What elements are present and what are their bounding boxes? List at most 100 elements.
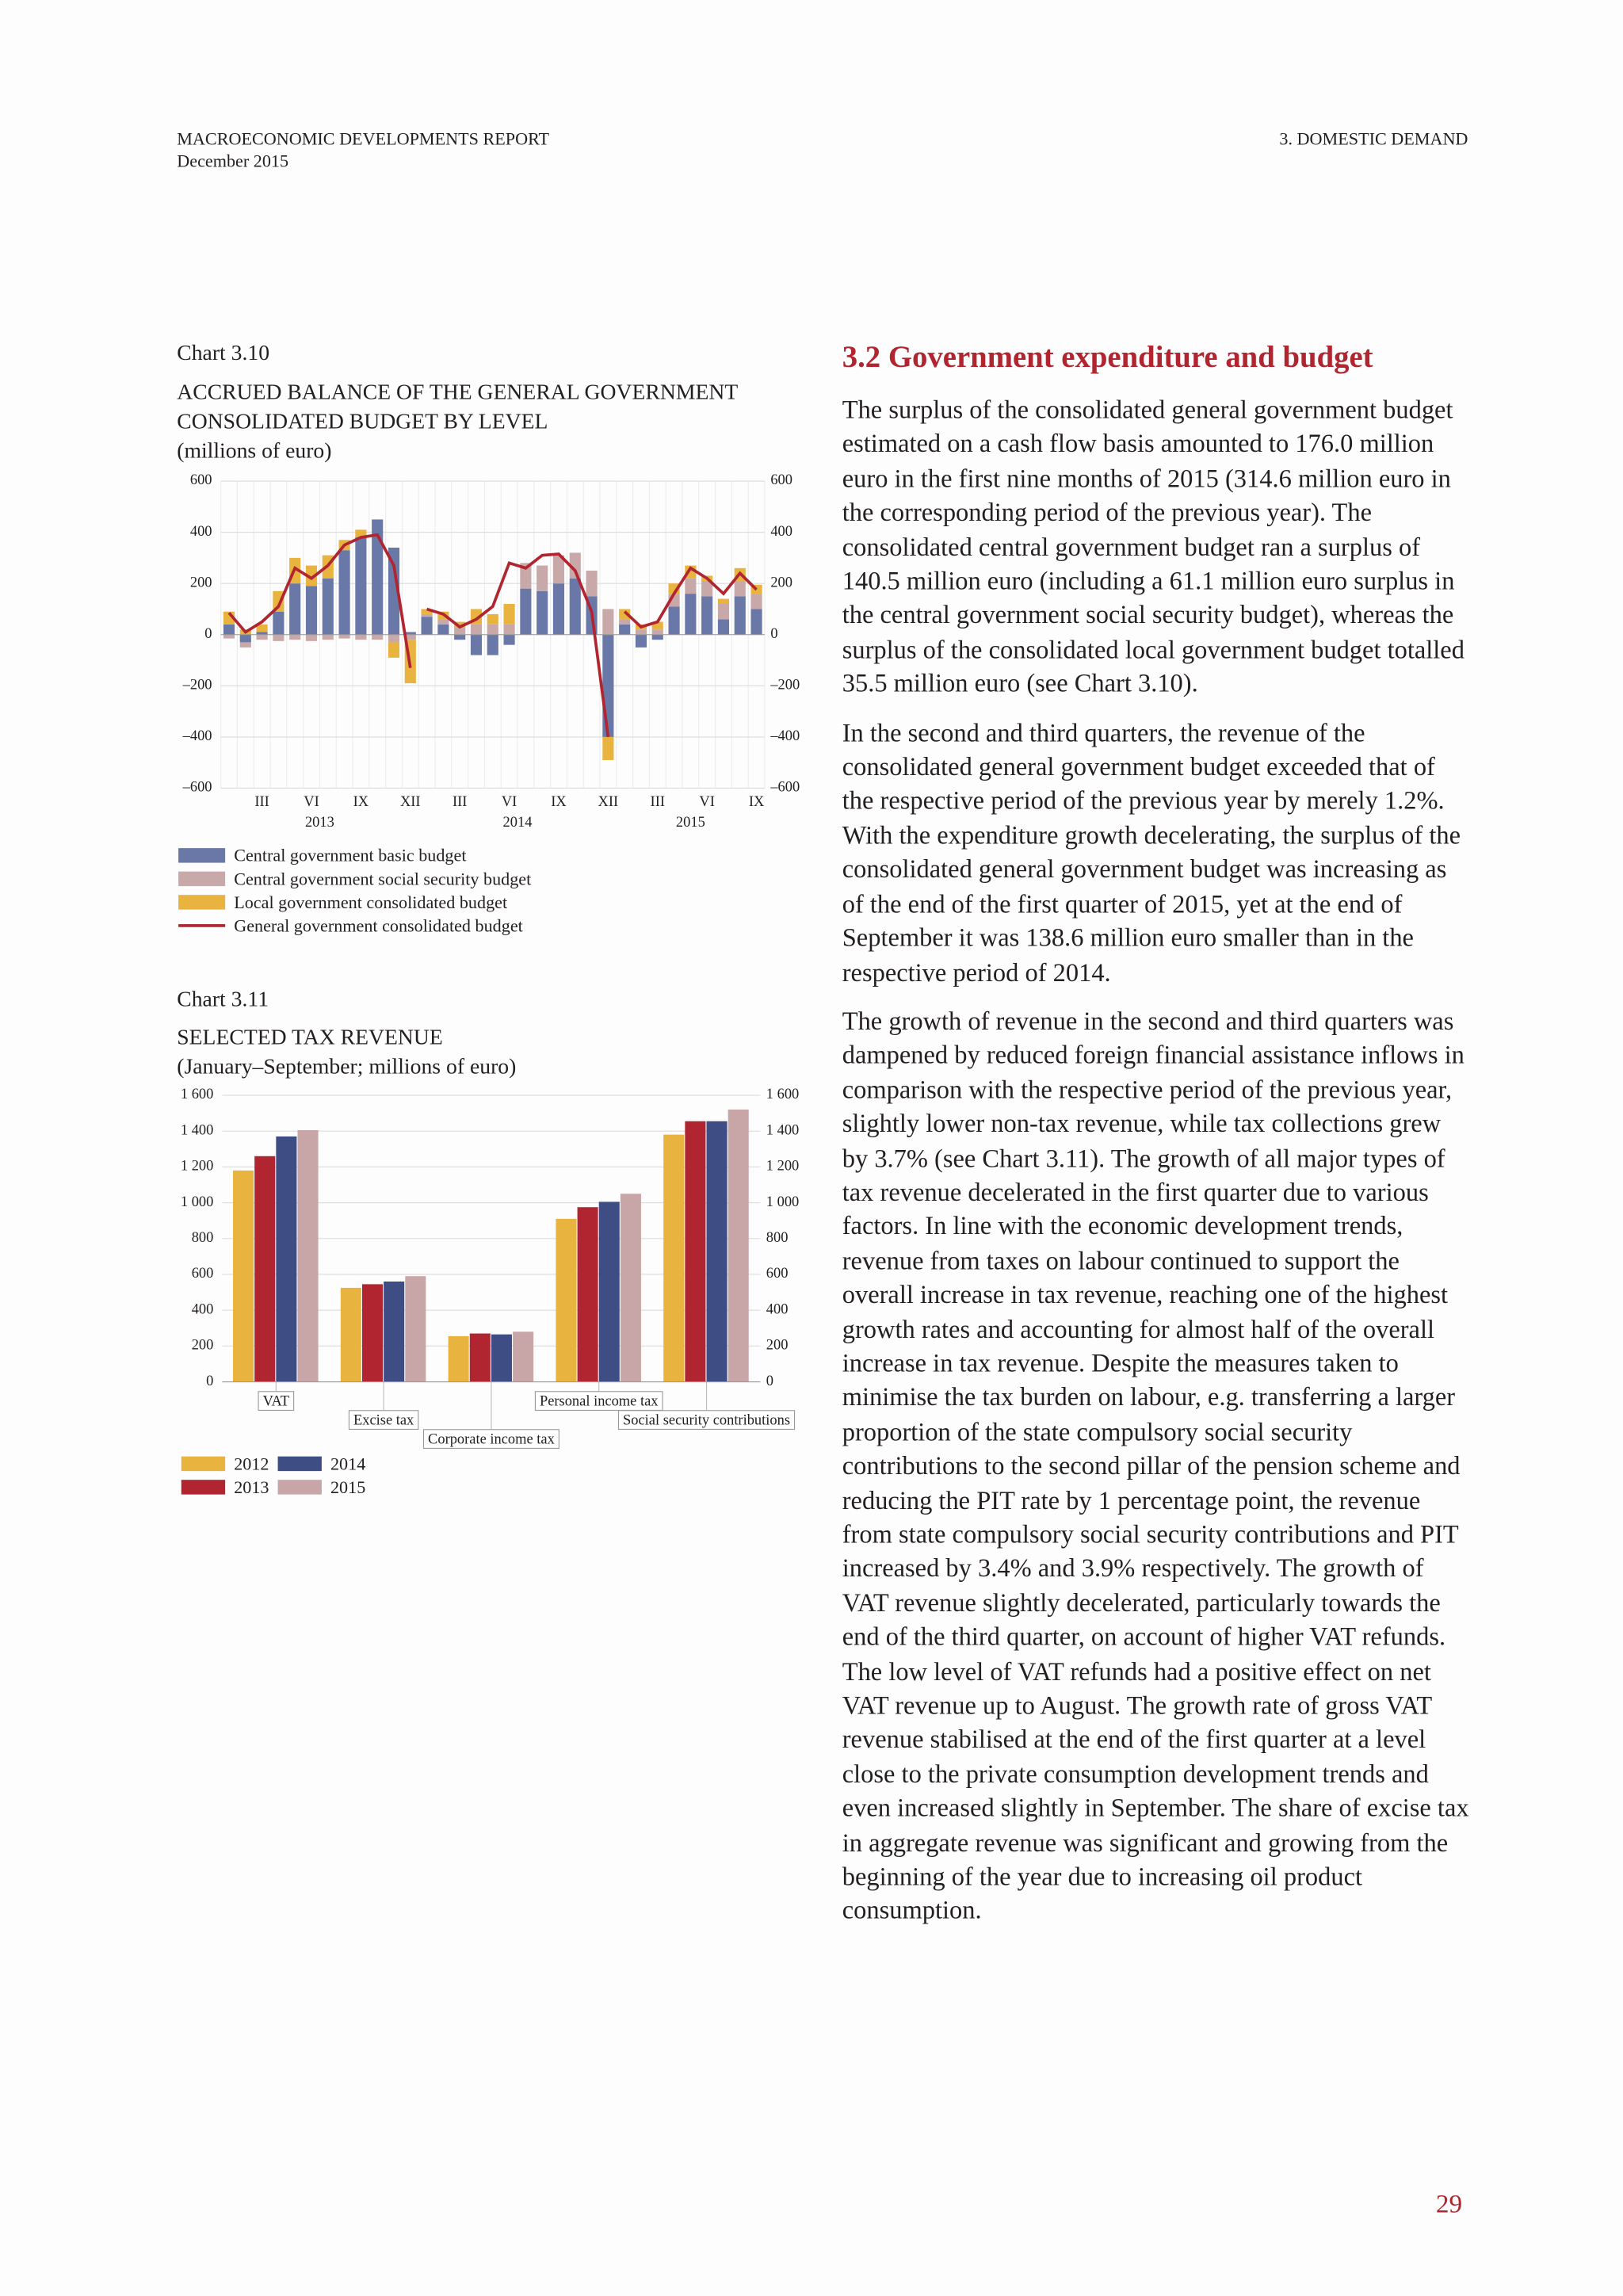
legend-item: 2012 <box>181 1452 269 1476</box>
bar <box>469 1333 491 1382</box>
year-label: 2015 <box>676 814 705 830</box>
bar-segment <box>586 571 598 597</box>
y2-tick-label: 0 <box>766 1373 773 1389</box>
bar-segment <box>372 634 384 640</box>
x-tick-label: Excise tax <box>353 1412 414 1428</box>
bar-segment <box>487 624 498 635</box>
y-tick-label: 600 <box>190 472 212 487</box>
bar-segment <box>322 634 334 640</box>
legend-swatch <box>178 895 226 910</box>
bar-segment <box>619 624 631 635</box>
y2-tick-label: –400 <box>769 728 800 743</box>
y-tick-label: 1 600 <box>181 1086 213 1102</box>
bar <box>297 1130 319 1382</box>
bar-segment <box>717 604 730 620</box>
x-tick-label: III <box>651 793 665 809</box>
bar-segment <box>651 621 663 630</box>
chart-title: ACCRUED BALANCE OF THE GENERAL GOVERNMEN… <box>177 379 738 467</box>
legend-label: 2014 <box>330 1453 366 1474</box>
y-tick-label: 400 <box>190 523 212 539</box>
bar-segment <box>734 580 746 597</box>
bar-segment <box>454 634 466 640</box>
bar-segment <box>717 619 730 635</box>
legend-item: Central government basic budget <box>178 844 531 868</box>
bar-segment <box>701 596 713 635</box>
y-tick-label: 1 400 <box>181 1121 213 1137</box>
bar-segment <box>602 609 614 635</box>
bar-segment <box>388 642 400 658</box>
line-series <box>623 566 758 629</box>
bar-segment <box>668 606 680 635</box>
bar-segment <box>388 547 400 635</box>
line-series <box>426 552 610 738</box>
x-tick-label: IX <box>353 793 369 809</box>
bar-segment <box>289 583 301 635</box>
legend-item: 2015 <box>277 1476 366 1499</box>
bar-segment <box>421 617 433 635</box>
bar <box>254 1156 276 1382</box>
y2-tick-label: 600 <box>770 472 792 487</box>
x-tick-label: Personal income tax <box>540 1393 659 1409</box>
bar-segment <box>273 590 285 612</box>
y-tick-label: –600 <box>182 779 212 795</box>
legend-swatch <box>277 1456 322 1472</box>
bar-segment <box>470 634 483 655</box>
bar <box>276 1136 297 1382</box>
paragraph: In the second and third quarters, the re… <box>842 717 1461 987</box>
label-box <box>617 1410 796 1431</box>
bar-segment <box>503 604 515 625</box>
bar-segment <box>701 580 713 597</box>
bar-segment <box>223 624 235 635</box>
x-tick-label: IX <box>749 793 764 809</box>
y-tick-label: 400 <box>192 1301 214 1316</box>
bar <box>727 1110 749 1382</box>
bar-segment <box>569 578 581 635</box>
bar-segment <box>239 634 251 643</box>
bar-segment <box>273 611 285 635</box>
bar-segment <box>619 609 631 620</box>
legend-item: Local government consolidated budget <box>178 891 531 915</box>
bar-segment <box>223 634 235 639</box>
bar-segment <box>734 596 746 635</box>
legend-label: 2013 <box>234 1477 269 1498</box>
legend-swatch <box>181 1456 226 1472</box>
y-tick-label: 600 <box>192 1265 214 1281</box>
text-column: 3.2 Government expenditure and budget Th… <box>842 339 1471 1943</box>
y-tick-label: 200 <box>192 1337 214 1353</box>
bar-segment <box>338 550 350 635</box>
bar-segment <box>256 634 268 640</box>
legend-label: 2015 <box>330 1477 366 1498</box>
bar <box>384 1281 405 1382</box>
bar-segment <box>437 619 449 625</box>
bar-segment <box>685 578 697 594</box>
bar-segment <box>750 594 762 609</box>
y2-tick-label: 800 <box>766 1229 789 1245</box>
x-tick-label: Corporate income tax <box>428 1431 555 1447</box>
bar-segment <box>651 629 663 635</box>
paragraph: The surplus of the consolidated general … <box>842 395 1465 698</box>
bar-segment <box>537 590 548 635</box>
bar-segment <box>322 578 334 635</box>
x-tick-label: III <box>453 793 467 809</box>
x-tick-label: VAT <box>263 1393 289 1409</box>
legend-line <box>178 924 226 927</box>
x-tick-label: VI <box>502 793 517 809</box>
label-box <box>534 1391 663 1412</box>
bar-segment <box>470 624 483 635</box>
bar-segment <box>404 634 416 640</box>
bar-segment <box>503 634 515 645</box>
bar-segment <box>685 594 697 635</box>
bar-segment <box>305 634 318 641</box>
x-tick-label: VI <box>304 793 319 809</box>
bar-segment <box>239 642 251 648</box>
y-tick-label: 1 200 <box>181 1158 213 1174</box>
bar-segment <box>355 634 367 640</box>
bar <box>405 1276 426 1382</box>
y2-tick-label: 200 <box>766 1337 789 1353</box>
bar-segment <box>569 552 581 579</box>
y2-tick-label: 600 <box>766 1265 789 1281</box>
bar-segment <box>487 613 498 625</box>
bar <box>491 1334 512 1382</box>
header-left: MACROECONOMIC DEVELOPMENTS REPORT Decemb… <box>177 128 549 172</box>
